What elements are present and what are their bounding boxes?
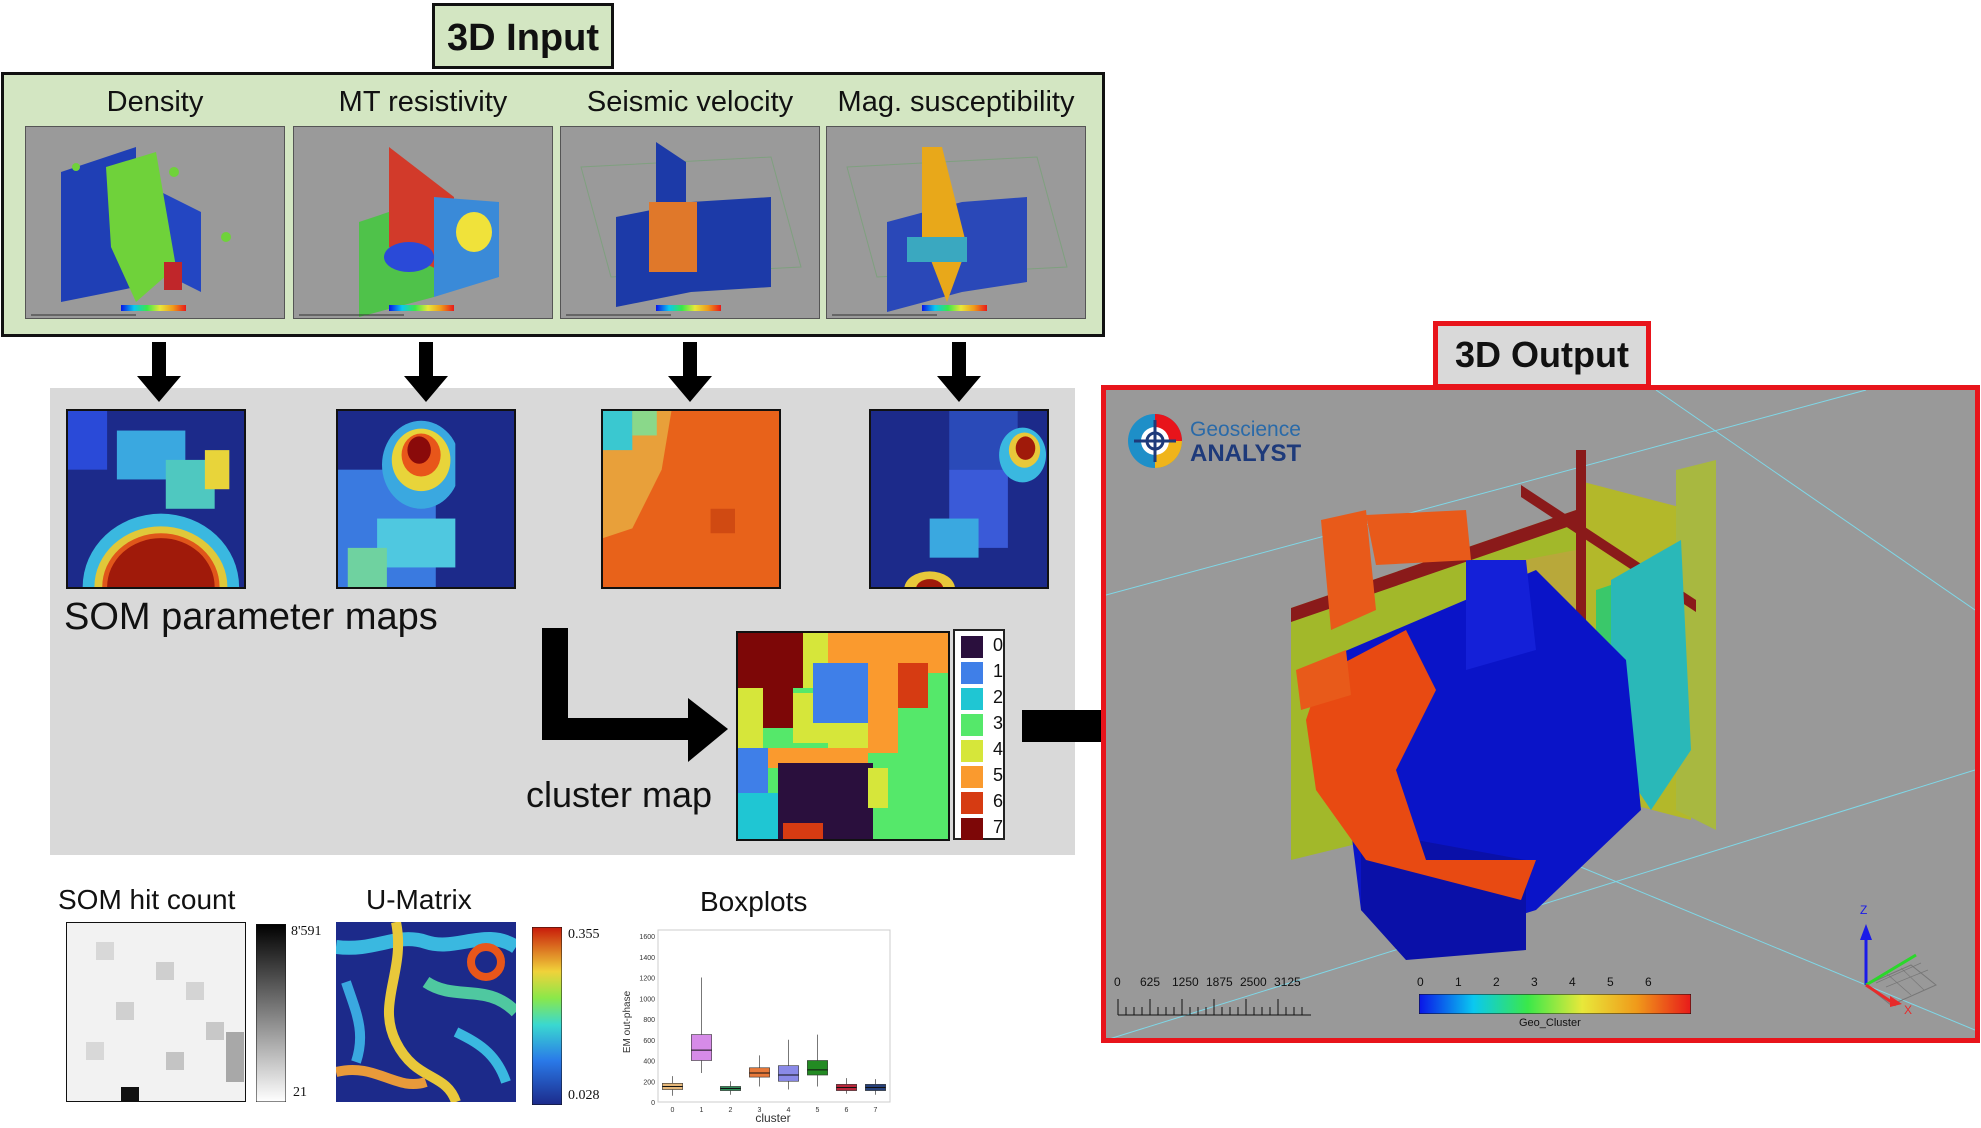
som-hit-count-map <box>66 922 246 1102</box>
scale-tick: 625 <box>1140 975 1161 989</box>
legend-row: 6 <box>961 791 1003 814</box>
hit-count-max: 8'591 <box>291 924 322 939</box>
mag-susceptibility-thumbnail <box>826 126 1086 319</box>
boxplot-ytick: 200 <box>643 1079 655 1086</box>
boxplot-xtick: 2 <box>729 1107 733 1114</box>
cluster-legend: 0 1 2 3 4 5 6 7 <box>953 629 1005 840</box>
colorbar-tick: 3 <box>1531 975 1538 989</box>
colorbar-tick: 5 <box>1607 975 1614 989</box>
axis-x-label: X <box>1904 1003 1913 1017</box>
down-arrow-seismic <box>668 342 712 402</box>
boxplot-box <box>749 1067 770 1078</box>
colorbar-tick: 1 <box>1455 975 1462 989</box>
som-map-seismic-velocity <box>601 409 781 589</box>
cluster-map-label: cluster map <box>526 774 713 815</box>
axis-z-label: Z <box>1860 903 1868 917</box>
legend-row: 5 <box>961 765 1003 788</box>
scale-bar <box>1117 999 1311 1016</box>
boxplot-box <box>778 1065 799 1082</box>
legend-row: 7 <box>961 817 1003 840</box>
scale-tick: 1250 <box>1172 975 1199 989</box>
hit-count-min: 21 <box>293 1085 307 1100</box>
geoscience-analyst-logo <box>1128 414 1182 468</box>
boxplot-xtick: 6 <box>845 1107 849 1114</box>
axis-triad-icon <box>1860 924 1937 1007</box>
boxplot-ytick: 800 <box>643 1017 655 1024</box>
colorbar-label: Geo_Cluster <box>1519 1017 1581 1029</box>
boxplot-ytick: 400 <box>643 1059 655 1066</box>
boxplot-xtick: 7 <box>874 1107 878 1114</box>
colorbar-tick: 0 <box>1417 975 1424 989</box>
boxplot-ytick: 1200 <box>639 976 655 983</box>
down-arrow-mag <box>937 342 981 402</box>
output-title: 3D Output <box>1433 321 1651 389</box>
output-viewport: Geoscience ANALYST 0 625 1250 1875 2500 … <box>1101 385 1980 1043</box>
boxplot-ylabel: EM out-phase <box>622 990 633 1053</box>
umatrix-min: 0.028 <box>568 1088 600 1103</box>
seismic-velocity-thumbnail <box>560 126 820 319</box>
umatrix-colorbar <box>532 927 562 1105</box>
umatrix-label: U-Matrix <box>366 884 472 915</box>
geo-cluster-colorbar <box>1419 994 1691 1014</box>
som-map-density <box>66 409 246 589</box>
scale-tick: 1875 <box>1206 975 1233 989</box>
mt-resistivity-label: MT resistivity <box>338 86 508 118</box>
seismic-velocity-label: Seismic velocity <box>586 86 794 118</box>
mt-resistivity-thumbnail <box>293 126 553 319</box>
density-thumbnail <box>25 126 285 319</box>
umatrix-max: 0.355 <box>568 927 600 942</box>
som-hit-count-label: SOM hit count <box>58 884 236 915</box>
scale-tick: 3125 <box>1274 975 1301 989</box>
boxplot-box <box>807 1060 828 1076</box>
colorbar-tick: 4 <box>1569 975 1576 989</box>
boxplot-ytick: 1400 <box>639 955 655 962</box>
umatrix-map <box>336 922 516 1102</box>
boxplot-ytick: 0 <box>651 1100 655 1107</box>
boxplot-xlabel: cluster <box>755 1111 790 1124</box>
boxplot-ytick: 1000 <box>639 996 655 1003</box>
scale-tick: 0 <box>1114 975 1121 989</box>
som-map-mt-resistivity <box>336 409 516 589</box>
scale-tick: 2500 <box>1240 975 1267 989</box>
som-map-mag-susceptibility <box>869 409 1049 589</box>
legend-row: 0 <box>961 635 1003 658</box>
legend-row: 4 <box>961 739 1003 762</box>
logo-analyst-text: ANALYST <box>1190 440 1302 467</box>
density-label: Density <box>106 86 204 118</box>
boxplot-xtick: 0 <box>671 1107 675 1114</box>
boxplot-ytick: 1600 <box>639 934 655 941</box>
boxplot-xtick: 5 <box>816 1107 820 1114</box>
colorbar-tick: 2 <box>1493 975 1500 989</box>
legend-row: 2 <box>961 687 1003 710</box>
down-arrow-density <box>137 342 181 402</box>
down-arrow-mt <box>404 342 448 402</box>
legend-row: 1 <box>961 661 1003 684</box>
boxplot-xtick: 4 <box>787 1107 791 1114</box>
boxplots-title: Boxplots <box>700 886 808 917</box>
som-parameter-maps-label: SOM parameter maps <box>64 596 438 638</box>
l-arrow-to-cluster <box>542 628 728 762</box>
boxplot-ytick: 600 <box>643 1038 655 1045</box>
boxplot-chart: EM out-phase cluster 0200400600800100012… <box>622 929 891 1124</box>
boxplot-xtick: 1 <box>700 1107 704 1114</box>
mag-susceptibility-label: Mag. susceptibility <box>837 86 1075 118</box>
hit-count-colorbar <box>256 924 286 1102</box>
input-title: 3D Input <box>432 3 614 69</box>
colorbar-tick: 6 <box>1645 975 1652 989</box>
cluster-map <box>736 631 950 841</box>
legend-row: 3 <box>961 713 1003 736</box>
boxplot-xtick: 3 <box>758 1107 762 1114</box>
logo-geoscience-text: Geoscience <box>1190 418 1301 441</box>
boxplot-box <box>691 1034 712 1061</box>
